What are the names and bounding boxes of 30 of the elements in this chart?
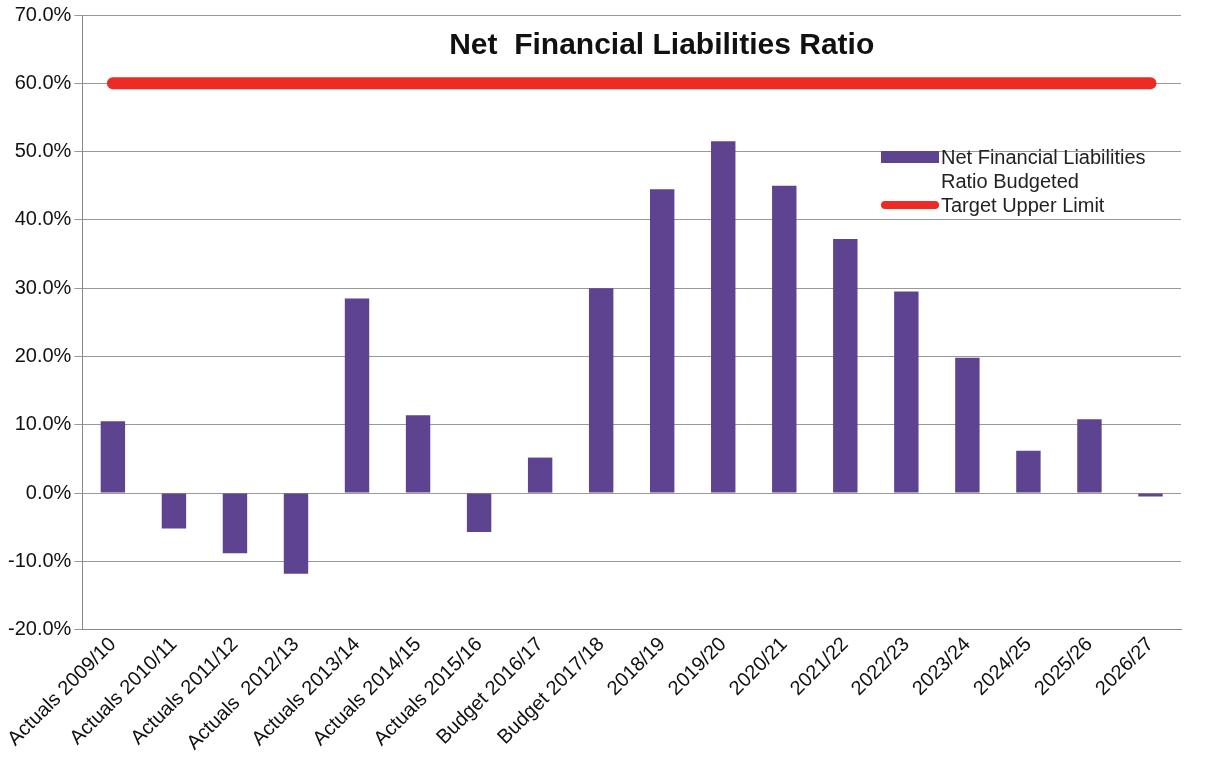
bar <box>650 189 675 493</box>
bar <box>527 457 553 493</box>
y-tick-label: 60.0% <box>14 70 72 93</box>
legend-label: Target Upper Limit <box>941 192 1105 217</box>
bar <box>405 415 431 493</box>
legend-label: Net Financial Liabilities Ratio Budgeted <box>941 144 1147 193</box>
bar <box>344 298 370 493</box>
y-tick-label: 0.0% <box>25 480 72 503</box>
y-tick-label: 10.0% <box>14 412 72 435</box>
bar <box>283 493 309 574</box>
bar <box>1077 419 1102 493</box>
bar <box>222 493 248 554</box>
bar <box>100 421 126 493</box>
y-tick-label: 30.0% <box>14 275 72 298</box>
bar <box>955 357 980 493</box>
y-tick-label: 70.0% <box>14 2 72 25</box>
bar <box>466 493 492 533</box>
chart-title: Net Financial Liabilities Ratio <box>449 27 875 60</box>
bar <box>588 288 614 493</box>
bar <box>772 185 797 493</box>
y-tick-label: -20.0% <box>7 617 72 640</box>
bar <box>833 239 858 493</box>
y-tick-label: 50.0% <box>14 139 72 162</box>
y-tick-label: 20.0% <box>14 344 72 366</box>
y-tick-label: 40.0% <box>14 207 72 230</box>
bar <box>894 291 919 493</box>
y-tick-label: -10.0% <box>7 548 72 571</box>
bar <box>711 141 736 493</box>
bar <box>1016 450 1041 493</box>
bar <box>161 493 187 529</box>
